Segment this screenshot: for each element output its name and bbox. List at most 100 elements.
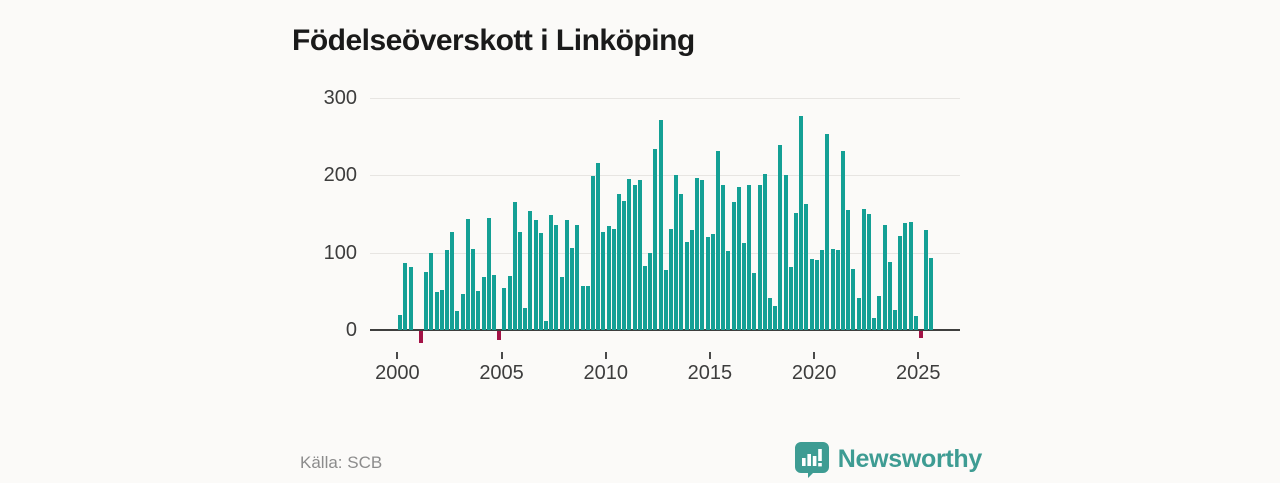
bar-2000-q37 xyxy=(590,176,595,330)
bar-2000-q38 xyxy=(596,162,601,330)
bar-2000-q88 xyxy=(856,298,861,330)
bar-2000-q72 xyxy=(773,306,778,330)
bar-2000-q87 xyxy=(851,268,856,330)
bar-2000-q52 xyxy=(669,229,674,330)
bar-2000-q47 xyxy=(643,265,647,330)
bar-2000-q28 xyxy=(544,321,549,330)
bar-2000-q89 xyxy=(861,208,866,330)
bar-2000-q55 xyxy=(684,241,689,330)
x-axis-tick xyxy=(500,352,503,359)
bar-2000-q81 xyxy=(820,250,825,330)
bar-2000-q10 xyxy=(450,231,455,330)
bar-2000-q85 xyxy=(840,151,845,330)
bar-2000-q62 xyxy=(721,184,726,330)
bar-2000-q101 xyxy=(924,230,929,330)
bar-2000-q58 xyxy=(700,179,705,330)
bar-2000-q29 xyxy=(549,214,554,330)
bar-2000-q40 xyxy=(606,226,611,330)
source-label: Källa: SCB xyxy=(300,453,383,472)
bar-2000-q21 xyxy=(507,275,512,330)
bar-2000-q34 xyxy=(575,224,580,330)
y-axis-tick-label: 200 xyxy=(323,164,357,187)
bar-2000-q70 xyxy=(762,173,767,330)
bar-2000-q60 xyxy=(710,234,715,330)
bar-2000-q8 xyxy=(439,289,444,330)
bar-2000-q68 xyxy=(752,272,757,330)
bar-2000-q93 xyxy=(882,224,887,330)
bar-2000-q86 xyxy=(846,210,851,330)
bar-2000-q5 xyxy=(424,272,429,330)
bar-2000-q59 xyxy=(705,237,710,330)
bar-2000-q49 xyxy=(653,149,658,330)
bar-2000-q20 xyxy=(502,288,507,330)
bar-2000-q41 xyxy=(611,228,616,330)
bar-2000-q9 xyxy=(445,249,450,330)
bar-2000-q32 xyxy=(564,220,569,330)
bar-2000-q24 xyxy=(523,307,528,330)
bar-2000-q78 xyxy=(804,203,809,330)
bar-2000-q63 xyxy=(726,251,731,330)
bar-2000-q44 xyxy=(627,179,632,330)
x-axis-tick-label: 2025 xyxy=(896,362,941,384)
y-gridline xyxy=(370,175,960,177)
x-axis-tick-label: 2020 xyxy=(791,362,837,384)
bar-2000-q1 xyxy=(403,263,408,330)
x-axis-tick-label: 2005 xyxy=(479,362,524,384)
x-axis-tick xyxy=(813,352,816,359)
bar-2000-q35 xyxy=(580,285,585,330)
bar-2000-q31 xyxy=(559,276,564,330)
bar-2000-q14 xyxy=(471,248,476,330)
bar-2000-q102 xyxy=(929,258,934,330)
bar-2000-q13 xyxy=(465,218,470,330)
bar-2000-q42 xyxy=(616,193,621,330)
bar-2000-q76 xyxy=(794,213,799,330)
bar-2000-q90 xyxy=(866,214,871,330)
bar-2000-q96 xyxy=(898,235,903,330)
y-axis-tick-label: 0 xyxy=(345,319,357,341)
bar-2000-q95 xyxy=(893,309,898,330)
bar-2000-q74 xyxy=(783,174,788,330)
bar-2000-q27 xyxy=(538,233,543,330)
x-axis-tick xyxy=(708,352,711,359)
bar-2000-q22 xyxy=(512,201,517,330)
y-axis-tick-label: 100 xyxy=(323,241,357,264)
bar-2000-q15 xyxy=(476,291,481,330)
bar-2000-q71 xyxy=(768,298,772,330)
bar-2000-q65 xyxy=(736,186,741,330)
bar-2000-q97 xyxy=(903,223,908,330)
bar-2000-q57 xyxy=(695,178,700,330)
bar-2000-q80 xyxy=(814,259,819,330)
brand-name: Newsworthy xyxy=(837,445,983,473)
bar-2000-q64 xyxy=(731,202,736,330)
bar-2000-q30 xyxy=(554,224,559,330)
bar-2000-q100 xyxy=(919,331,924,338)
bar-2000-q39 xyxy=(601,231,606,330)
newsworthy-bar-chart-pin-icon xyxy=(794,441,830,478)
bar-2000-q0 xyxy=(398,315,403,330)
bar-2000-q53 xyxy=(674,175,679,330)
x-axis-tick-label: 2000 xyxy=(375,362,420,384)
bar-2000-q66 xyxy=(741,242,746,330)
bar-2000-q43 xyxy=(622,200,627,330)
bar-2000-q23 xyxy=(517,231,522,330)
bar-2000-q67 xyxy=(747,185,752,330)
bar-2000-q69 xyxy=(757,185,762,330)
bar-2000-q26 xyxy=(533,220,538,330)
x-axis-tick xyxy=(396,352,399,359)
bar-2000-q56 xyxy=(689,230,694,330)
y-gridline xyxy=(370,98,960,99)
bar-2000-q4 xyxy=(419,331,424,343)
bar-2000-q99 xyxy=(913,316,918,330)
bar-2000-q2 xyxy=(408,266,413,330)
bar-2000-q25 xyxy=(528,210,533,330)
bar-2000-q36 xyxy=(585,285,590,330)
bar-2000-q6 xyxy=(429,253,434,330)
bar-2000-q18 xyxy=(491,275,496,330)
brand-logo: Newsworthy xyxy=(794,441,982,478)
y-axis-tick-label: 300 xyxy=(323,87,357,109)
bar-2000-q91 xyxy=(872,318,877,330)
bar-2000-q11 xyxy=(455,311,460,330)
bar-2000-q82 xyxy=(825,133,830,330)
bar-2000-q16 xyxy=(481,276,486,330)
